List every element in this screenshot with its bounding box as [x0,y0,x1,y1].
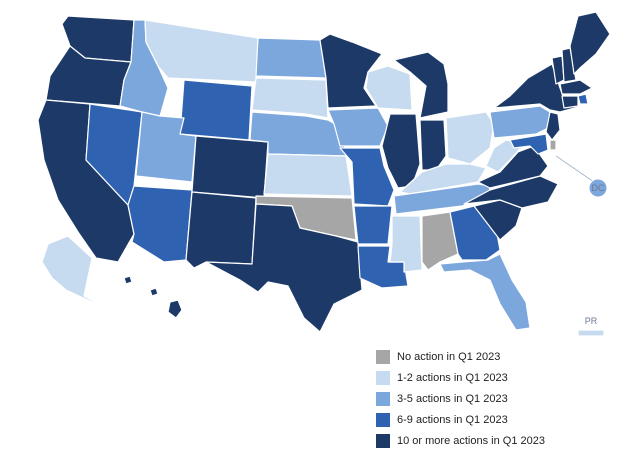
state-ohio[interactable] [445,111,495,165]
state-massachusetts[interactable] [559,79,593,95]
state-wisconsin[interactable] [365,65,413,111]
legend-swatch-1-2 [376,370,390,385]
state-colorado[interactable] [191,135,269,199]
state-pennsylvania[interactable] [489,105,551,139]
state-minnesota[interactable] [319,33,383,109]
state-new-jersey[interactable] [545,111,561,141]
state-new-hampshire[interactable] [561,47,577,83]
state-north-carolina[interactable] [463,175,559,209]
state-delaware[interactable] [549,139,557,151]
legend-item-none: No action in Q1 2023 [376,346,576,367]
legend-item-10-plus: 10 or more actions in Q1 2023 [376,430,576,451]
pr-shape [577,329,605,337]
state-texas[interactable] [205,203,363,333]
legend-label-none: No action in Q1 2023 [397,350,501,363]
legend-swatch-none [376,349,390,364]
map-legend: No action in Q1 2023 1-2 actions in Q1 2… [376,346,576,451]
state-north-dakota[interactable] [255,37,327,79]
state-missouri[interactable] [339,147,395,207]
state-maine[interactable] [569,11,611,75]
state-rhode-island[interactable] [577,93,589,105]
state-arkansas[interactable] [353,205,393,245]
legend-item-6-9: 6-9 actions in Q1 2023 [376,409,576,430]
legend-label-6-9: 6-9 actions in Q1 2023 [397,413,508,426]
legend-item-3-5: 3-5 actions in Q1 2023 [376,388,576,409]
legend-label-3-5: 3-5 actions in Q1 2023 [397,392,508,405]
dc-circle [588,178,608,198]
state-indiana[interactable] [419,119,447,171]
state-alaska[interactable] [41,235,103,307]
state-virginia[interactable] [477,145,549,189]
state-hawaii[interactable] [123,275,183,319]
state-south-dakota[interactable] [251,77,329,119]
legend-swatch-6-9 [376,412,390,427]
dc-label: DC [592,183,605,193]
legend-label-1-2: 1-2 actions in Q1 2023 [397,371,508,384]
state-mississippi[interactable] [389,215,423,273]
pr-label: PR [585,316,598,326]
state-kansas[interactable] [263,153,353,197]
state-new-mexico[interactable] [185,191,257,269]
state-michigan[interactable] [393,51,449,119]
state-maryland[interactable] [509,133,549,155]
pr-marker[interactable]: PR [577,316,605,337]
state-connecticut[interactable] [561,95,579,109]
states-layer [37,11,611,333]
state-wyoming[interactable] [179,79,253,141]
legend-item-1-2: 1-2 actions in Q1 2023 [376,367,576,388]
state-utah[interactable] [135,111,197,183]
dc-leader-line [555,155,595,183]
legend-swatch-3-5 [376,391,390,406]
dc-marker[interactable]: DC [588,178,608,198]
legend-label-10-plus: 10 or more actions in Q1 2023 [397,434,545,447]
legend-swatch-10-plus [376,433,390,448]
state-florida[interactable] [439,253,531,331]
state-arizona[interactable] [127,185,193,263]
state-louisiana[interactable] [357,245,409,289]
state-montana[interactable] [144,19,259,83]
